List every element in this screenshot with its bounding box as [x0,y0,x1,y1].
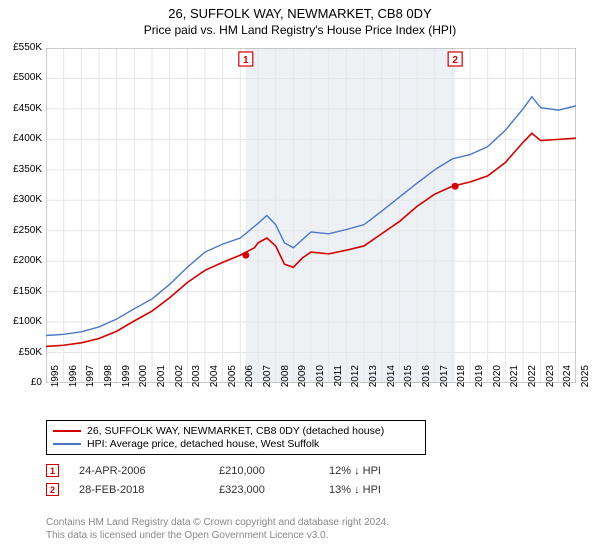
legend-row: 26, SUFFOLK WAY, NEWMARKET, CB8 0DY (det… [53,425,419,437]
x-tick-label: 2010 [315,365,326,395]
y-tick-label: £400K [2,133,42,144]
transaction-marker: 1 [46,464,59,477]
x-tick-label: 2021 [509,365,520,395]
title-subtitle: Price paid vs. HM Land Registry's House … [0,21,600,37]
title-address: 26, SUFFOLK WAY, NEWMARKET, CB8 0DY [0,0,600,21]
line-chart: 12 [46,48,576,383]
y-tick-label: £550K [2,42,42,53]
y-tick-label: £0 [2,377,42,388]
x-tick-label: 2013 [368,365,379,395]
x-tick-label: 2011 [333,365,344,395]
legend-row: HPI: Average price, detached house, West… [53,438,419,450]
x-tick-label: 1995 [50,365,61,395]
legend-swatch [53,430,81,432]
x-tick-label: 2016 [421,365,432,395]
y-tick-label: £200K [2,255,42,266]
x-tick-label: 2007 [262,365,273,395]
svg-text:1: 1 [243,55,249,66]
transaction-marker: 2 [46,483,59,496]
x-tick-label: 2020 [492,365,503,395]
y-tick-label: £450K [2,103,42,114]
x-tick-label: 2003 [191,365,202,395]
legend-label: HPI: Average price, detached house, West… [87,438,319,450]
x-tick-label: 2022 [527,365,538,395]
transaction-list: 1 24-APR-2006 £210,000 12% ↓ HPI 2 28-FEB-201… [46,464,419,502]
x-tick-label: 2001 [156,365,167,395]
x-tick-label: 2002 [174,365,185,395]
legend-swatch [53,443,81,445]
y-tick-label: £500K [2,72,42,83]
footer-line1: Contains HM Land Registry data © Crown c… [46,516,389,529]
transaction-price: £210,000 [219,465,309,477]
y-tick-label: £50K [2,347,42,358]
footer-line2: This data is licensed under the Open Gov… [46,529,389,542]
chart-container: 26, SUFFOLK WAY, NEWMARKET, CB8 0DY Pric… [0,0,600,560]
x-tick-label: 2015 [403,365,414,395]
svg-text:2: 2 [452,55,458,66]
y-tick-label: £350K [2,164,42,175]
y-tick-label: £300K [2,194,42,205]
x-tick-label: 2024 [562,365,573,395]
transaction-date: 28-FEB-2018 [79,484,199,496]
legend-label: 26, SUFFOLK WAY, NEWMARKET, CB8 0DY (det… [87,425,384,437]
transaction-delta: 13% ↓ HPI [329,484,419,496]
y-tick-label: £250K [2,225,42,236]
transaction-delta: 12% ↓ HPI [329,465,419,477]
x-tick-label: 1996 [68,365,79,395]
x-tick-label: 2018 [456,365,467,395]
x-tick-label: 2005 [227,365,238,395]
transaction-price: £323,000 [219,484,309,496]
transaction-date: 24-APR-2006 [79,465,199,477]
x-tick-label: 2025 [580,365,591,395]
x-tick-label: 2008 [280,365,291,395]
x-tick-label: 2014 [386,365,397,395]
x-tick-label: 1997 [85,365,96,395]
transaction-row: 1 24-APR-2006 £210,000 12% ↓ HPI [46,464,419,477]
x-tick-label: 2019 [474,365,485,395]
x-tick-label: 2004 [209,365,220,395]
x-tick-label: 2023 [545,365,556,395]
transaction-row: 2 28-FEB-2018 £323,000 13% ↓ HPI [46,483,419,496]
y-tick-label: £100K [2,316,42,327]
x-tick-label: 1998 [103,365,114,395]
x-tick-label: 2012 [350,365,361,395]
y-tick-label: £150K [2,286,42,297]
x-tick-label: 2006 [244,365,255,395]
footer-attribution: Contains HM Land Registry data © Crown c… [46,516,389,542]
x-tick-label: 2017 [439,365,450,395]
x-tick-label: 1999 [121,365,132,395]
x-tick-label: 2000 [138,365,149,395]
x-tick-label: 2009 [297,365,308,395]
legend: 26, SUFFOLK WAY, NEWMARKET, CB8 0DY (det… [46,420,426,455]
